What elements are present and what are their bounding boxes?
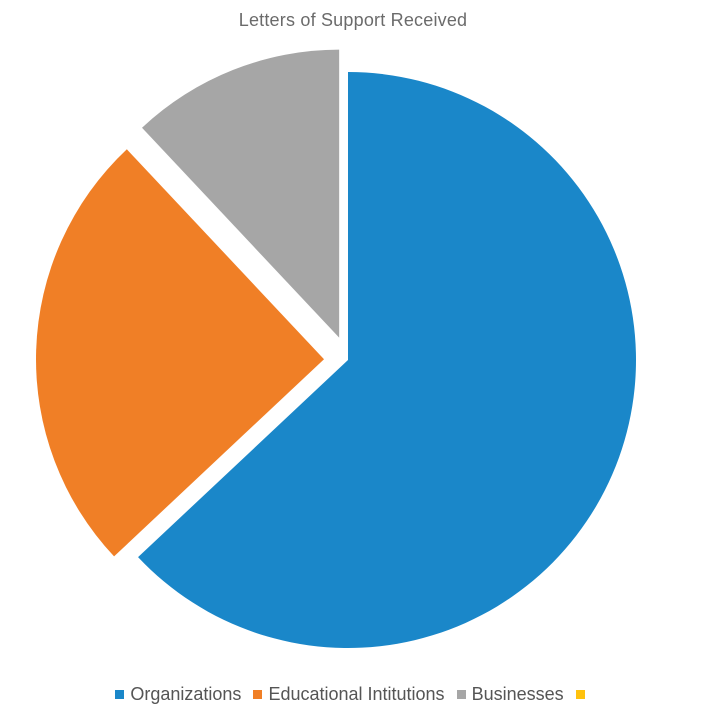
legend-swatch <box>115 690 125 699</box>
legend-label: Educational Intitutions <box>268 684 445 704</box>
legend-swatch <box>253 690 263 699</box>
legend: Organizations Educational Intitutions Busi… <box>0 684 706 705</box>
legend-item: Organizations <box>115 684 241 705</box>
legend-swatch <box>456 690 466 699</box>
legend-item <box>575 690 591 699</box>
legend-item: Educational Intitutions <box>253 684 445 705</box>
chart-title: Letters of Support Received <box>238 10 468 30</box>
legend-label: Businesses <box>471 684 564 704</box>
legend-label: Organizations <box>130 684 242 704</box>
legend-item: Businesses <box>456 684 564 705</box>
pie-chart <box>36 49 636 648</box>
pie-slice-educational-intitutions <box>36 149 325 557</box>
pie-slices <box>36 49 636 648</box>
pie-slice-businesses <box>142 49 340 338</box>
pie-slice-organizations <box>138 72 636 648</box>
legend-swatch <box>575 690 585 699</box>
